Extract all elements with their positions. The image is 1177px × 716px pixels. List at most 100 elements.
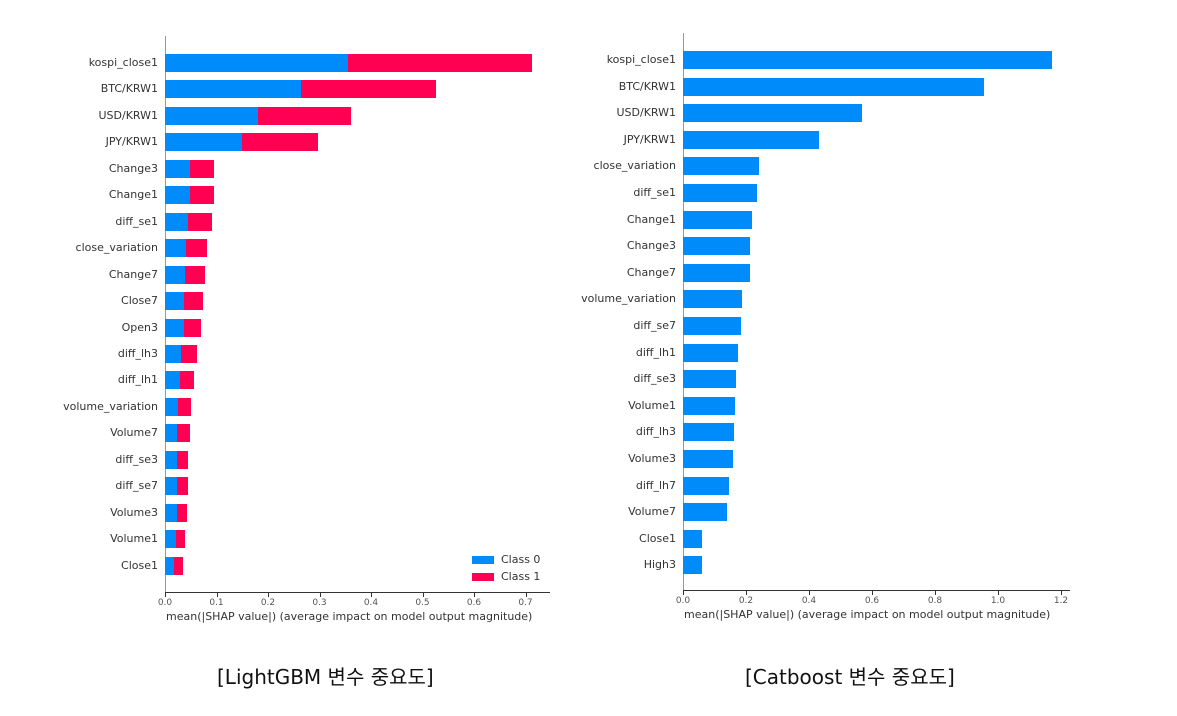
feature-label: USD/KRW1 <box>98 108 159 122</box>
x-tick-label: 0.6 <box>466 598 482 608</box>
x-tick <box>268 593 269 597</box>
bar <box>683 476 729 495</box>
bar-class-1 <box>175 530 186 549</box>
feature-label: close_variation <box>75 241 158 255</box>
bar-class-0 <box>165 318 184 337</box>
bar-class-1 <box>176 477 188 496</box>
bar-class-0 <box>165 239 187 258</box>
x-tick <box>935 591 936 595</box>
x-axis-line <box>165 592 550 593</box>
x-axis-line <box>683 590 1070 591</box>
bar-class-1 <box>184 292 204 311</box>
feature-label: diff_se3 <box>633 372 676 386</box>
x-tick-label: 0.1 <box>209 598 224 608</box>
feature-label: USD/KRW1 <box>616 106 677 120</box>
catboost-shap-chart: kospi_close1 BTC/KRW1 USD/KRW1 JPY/KRW1 clos… <box>581 33 1070 621</box>
legend-swatch <box>472 573 494 581</box>
x-tick-label: 0.0 <box>675 596 691 606</box>
feature-label: BTC/KRW1 <box>618 79 676 93</box>
x-tick-label: 0.4 <box>801 596 817 606</box>
feature-label: diff_se3 <box>115 452 158 466</box>
feature-label: Volume7 <box>110 426 158 440</box>
feature-label: Change3 <box>108 161 158 175</box>
bar-class-1 <box>300 80 436 99</box>
bar <box>683 210 752 229</box>
bar <box>683 343 738 362</box>
bar <box>683 423 735 442</box>
bar-class-1 <box>177 397 191 416</box>
feature-label: Change7 <box>108 267 158 281</box>
feature-label: diff_se7 <box>633 319 676 332</box>
y-axis-line <box>165 36 166 592</box>
x-tick <box>683 591 684 595</box>
feature-label: diff_lh3 <box>635 425 676 439</box>
bar-class-0 <box>165 133 243 152</box>
lightgbm-shap-chart: kospi_close1 BTC/KRW1 USD/KRW1 JPY/KRW1 Chan… <box>0 0 580 640</box>
bar-class-1 <box>258 106 351 125</box>
bar <box>683 130 819 149</box>
bar-class-0 <box>165 106 259 125</box>
bar-class-0 <box>165 265 186 284</box>
bar <box>683 450 733 468</box>
x-tick-label: 0.5 <box>415 598 430 608</box>
bar-class-1 <box>242 133 318 152</box>
feature-label: close_variation <box>593 159 676 173</box>
bar-class-1 <box>179 371 194 390</box>
feature-label: diff_lh1 <box>117 373 158 387</box>
bar <box>683 317 741 335</box>
bar <box>683 263 751 282</box>
feature-label: Volume3 <box>110 505 158 519</box>
bar <box>683 157 759 176</box>
bar-class-1 <box>347 54 533 72</box>
feature-label: Change1 <box>108 188 158 202</box>
x-tick-label: 0.6 <box>864 596 880 606</box>
x-tick-label: 0.4 <box>363 598 379 608</box>
feature-label: Open3 <box>121 320 158 334</box>
bar-class-0 <box>165 54 348 72</box>
bar-class-0 <box>165 344 181 363</box>
x-tick <box>746 591 747 595</box>
x-tick <box>319 593 321 597</box>
bar <box>683 104 862 123</box>
bar-class-1 <box>188 212 212 231</box>
bar-class-0 <box>165 371 180 390</box>
x-axis-label: mean(|SHAP value|) (average impact on mo… <box>166 610 533 623</box>
x-tick <box>371 593 372 597</box>
feature-label: JPY/KRW1 <box>105 135 158 149</box>
bar-class-0 <box>165 80 301 99</box>
feature-label: volume_variation <box>63 399 158 413</box>
x-tick-label: 0.2 <box>738 596 754 606</box>
bar <box>683 77 984 96</box>
x-tick <box>1061 591 1062 595</box>
x-tick-label: 0.7 <box>518 598 533 608</box>
feature-label: diff_lh7 <box>635 478 676 492</box>
bar-class-1 <box>185 265 206 284</box>
feature-label: High3 <box>643 558 676 572</box>
x-tick <box>809 591 810 595</box>
feature-label: diff_se1 <box>115 214 158 228</box>
x-tick <box>422 593 424 597</box>
feature-label: BTC/KRW1 <box>100 82 158 96</box>
bar-class-0 <box>165 424 178 443</box>
feature-label: kospi_close1 <box>606 53 676 66</box>
bar-class-0 <box>165 186 191 205</box>
x-tick <box>525 593 527 597</box>
feature-label: Volume1 <box>110 532 158 546</box>
feature-label: diff_se7 <box>115 479 158 493</box>
bar-class-0 <box>165 159 191 178</box>
bar-class-1 <box>190 159 214 178</box>
bar-class-1 <box>183 318 202 337</box>
bar <box>683 529 702 548</box>
bar-class-1 <box>177 424 190 443</box>
feature-label: Close7 <box>121 294 158 308</box>
x-tick <box>216 593 218 597</box>
x-tick-label: 0.2 <box>260 598 276 608</box>
bar-class-1 <box>180 344 197 363</box>
legend-label: Class 0 <box>501 553 541 566</box>
x-tick-label: 0.8 <box>927 596 943 606</box>
y-axis-line <box>683 33 684 590</box>
x-axis-label: mean(|SHAP value|) (average impact on mo… <box>684 608 1051 621</box>
x-tick-label: 1.2 <box>1053 596 1069 606</box>
bar-class-0 <box>165 530 176 549</box>
bar-class-1 <box>173 556 184 575</box>
